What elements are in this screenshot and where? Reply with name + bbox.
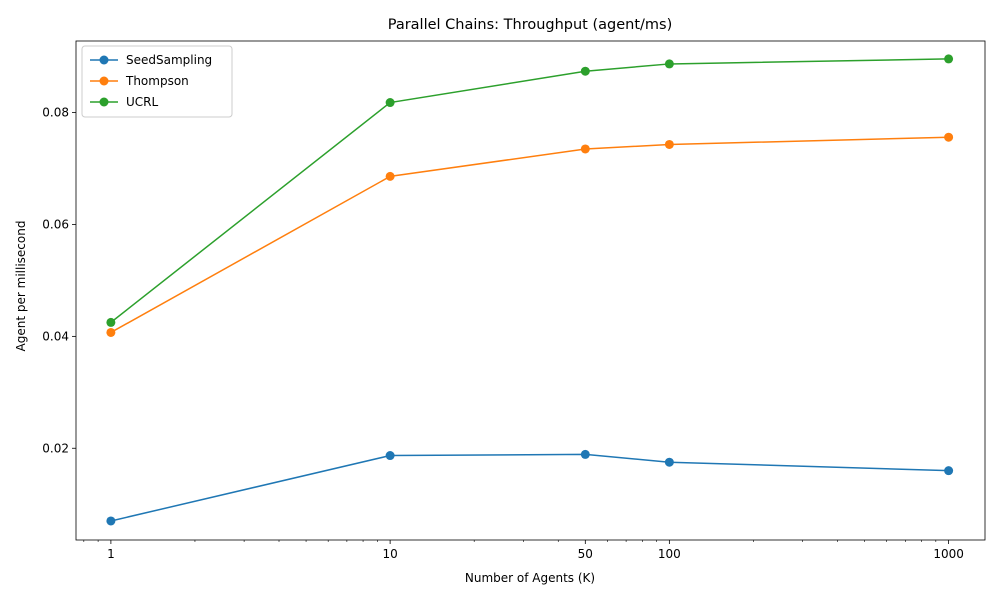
data-point-seedsampling [106,516,116,526]
data-point-thompson [944,132,954,142]
data-point-thompson [385,171,395,181]
y-tick-label: 0.08 [42,106,69,120]
x-tick-label: 100 [658,547,681,561]
data-point-seedsampling [580,449,590,459]
data-point-seedsampling [385,451,395,461]
data-point-ucrl [944,54,954,64]
data-point-seedsampling [664,457,674,467]
data-point-seedsampling [944,466,954,476]
legend-label: SeedSampling [126,53,212,67]
y-tick-label: 0.02 [42,441,69,455]
legend-marker [99,55,109,65]
y-axis-label: Agent per millisecond [14,221,28,352]
data-point-ucrl [664,59,674,69]
chart-title: Parallel Chains: Throughput (agent/ms) [388,17,673,33]
legend-marker [99,76,109,86]
data-point-thompson [580,144,590,154]
legend: SeedSampling Thompson UCRL [81,45,233,118]
y-tick-label: 0.06 [42,217,69,231]
data-point-ucrl [385,98,395,108]
x-tick-label: 1000 [933,547,964,561]
data-point-ucrl [580,66,590,76]
x-tick-label: 1 [107,547,115,561]
legend-marker [99,97,109,107]
plot-frame [75,40,986,541]
plot-area: 1 10 50 100 1000 0.02 0.04 0.06 0.08 SeedSampling… [42,40,986,561]
data-point-thompson [664,139,674,149]
data-point-thompson [106,327,116,337]
data-point-ucrl [106,317,116,327]
x-tick-label: 10 [382,547,397,561]
y-tick-label: 0.04 [42,329,69,343]
x-axis-label: Number of Agents (K) [465,571,595,585]
x-tick-label: 50 [578,547,593,561]
legend-label: UCRL [126,95,159,109]
legend-box [81,45,233,118]
legend-label: Thompson [125,74,189,88]
